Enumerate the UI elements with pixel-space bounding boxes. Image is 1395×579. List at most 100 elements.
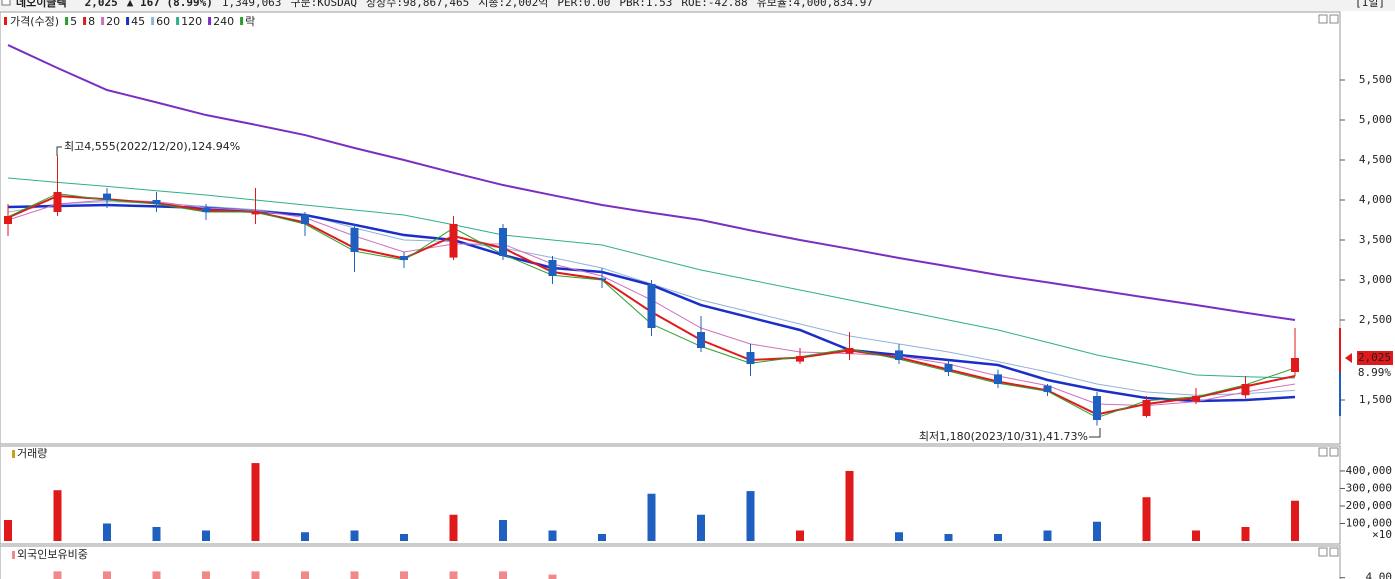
legend-label: 락 [245, 15, 255, 28]
candle-body [845, 348, 854, 354]
button[interactable] [1329, 547, 1339, 557]
candle-body [53, 192, 62, 212]
bar [1043, 530, 1052, 541]
period: [1일] [1355, 0, 1385, 9]
legend-label: 45 [131, 15, 145, 28]
button[interactable] [1318, 14, 1328, 24]
candle-body [796, 356, 804, 362]
button[interactable] [1318, 447, 1328, 457]
bar [1093, 521, 1101, 541]
legend-marker [4, 17, 7, 25]
bar [1241, 526, 1250, 541]
header-field: 상장수:98,867,465 [366, 0, 469, 9]
header-field: 시총:2,002억 [478, 0, 548, 9]
header-field: 데오이글텍 [16, 0, 67, 9]
axis-unit: ×10 [1372, 528, 1392, 541]
bar [202, 530, 210, 541]
y-tick-label: 4,000 [1359, 193, 1392, 206]
candle-body [449, 224, 458, 258]
bar [350, 571, 359, 579]
button[interactable] [1329, 447, 1339, 457]
ma-line [7, 44, 1296, 321]
legend-label: 240 [213, 15, 234, 28]
legend-label: 8 [88, 15, 95, 28]
bar [152, 526, 161, 541]
legend-marker [208, 17, 212, 25]
header-field: 구분:KOSDAQ [290, 0, 357, 9]
annotation: 최고4,555(2022/12/20),124.94% [64, 140, 240, 153]
volume-panel [0, 445, 1341, 545]
candle-body [251, 212, 260, 215]
candle-body [647, 284, 656, 328]
bar [697, 514, 705, 541]
header-field: PER:0.00 [557, 0, 610, 9]
candle-body [697, 332, 705, 348]
button[interactable] [1329, 14, 1339, 24]
y-tick-label: 1,500 [1359, 393, 1392, 406]
candle-body [103, 193, 111, 200]
legend-marker [101, 17, 105, 25]
header-field: ROE:-42.88 [681, 0, 747, 9]
legend-label: 가격(수정) [10, 15, 59, 28]
panel-title-marker [12, 450, 15, 458]
candle-body [598, 278, 606, 280]
candle-body [202, 208, 210, 212]
y-tick-label: 4.00 [1366, 571, 1393, 579]
bar [251, 571, 260, 579]
bar [944, 533, 953, 541]
price-pointer [1345, 353, 1352, 363]
legend-marker [240, 17, 244, 25]
candle-body [1142, 400, 1151, 416]
bar [1142, 497, 1151, 541]
price-tag-change: 8.99% [1358, 366, 1391, 379]
price-tag [1357, 351, 1393, 365]
annotation: 최저1,180(2023/10/31),41.73% [919, 430, 1088, 443]
y-tick-label: 4,500 [1359, 153, 1392, 166]
header-field: 1,349,063 [222, 0, 282, 9]
button[interactable] [1318, 547, 1328, 557]
bar [301, 571, 309, 579]
bar [548, 574, 557, 579]
ma-line [7, 177, 1296, 379]
legend-marker [83, 17, 87, 25]
legend-label: 20 [106, 15, 120, 28]
header-field: PBR:1.53 [619, 0, 672, 9]
panel-title-marker [12, 551, 15, 559]
bar [746, 491, 755, 541]
bar [449, 571, 458, 579]
bar [845, 470, 854, 541]
y-tick-label: 200,000 [1346, 499, 1392, 512]
panel-title: 외국인보유비중 [17, 548, 88, 561]
bar [499, 571, 507, 579]
candle-body [895, 350, 903, 360]
bar [994, 533, 1002, 541]
bar [350, 530, 359, 541]
bar [1192, 530, 1200, 541]
bar [103, 571, 111, 579]
y-tick-label: 5,000 [1359, 113, 1392, 126]
bar [400, 571, 408, 579]
candle-body [944, 364, 953, 372]
candle-body [994, 374, 1002, 384]
bar [53, 571, 62, 579]
panel-buttons [1318, 14, 1339, 557]
price-panel [0, 11, 1341, 445]
legend-label: 60 [156, 15, 170, 28]
candle-body [1093, 396, 1101, 420]
candle-body [301, 214, 309, 224]
candle-body [1192, 396, 1200, 402]
y-tick-label: 400,000 [1346, 464, 1392, 477]
annotation-arrow [56, 146, 62, 156]
bar [1291, 500, 1299, 541]
bar [548, 530, 557, 541]
header-bar [0, 0, 1395, 11]
legend-marker [65, 17, 69, 25]
bar [103, 523, 111, 541]
candle-body [1043, 385, 1052, 392]
annotation-arrow [1089, 428, 1101, 438]
candle-body [400, 256, 408, 260]
price-tag-label: 2,025 [1358, 351, 1391, 364]
bar [53, 490, 62, 541]
